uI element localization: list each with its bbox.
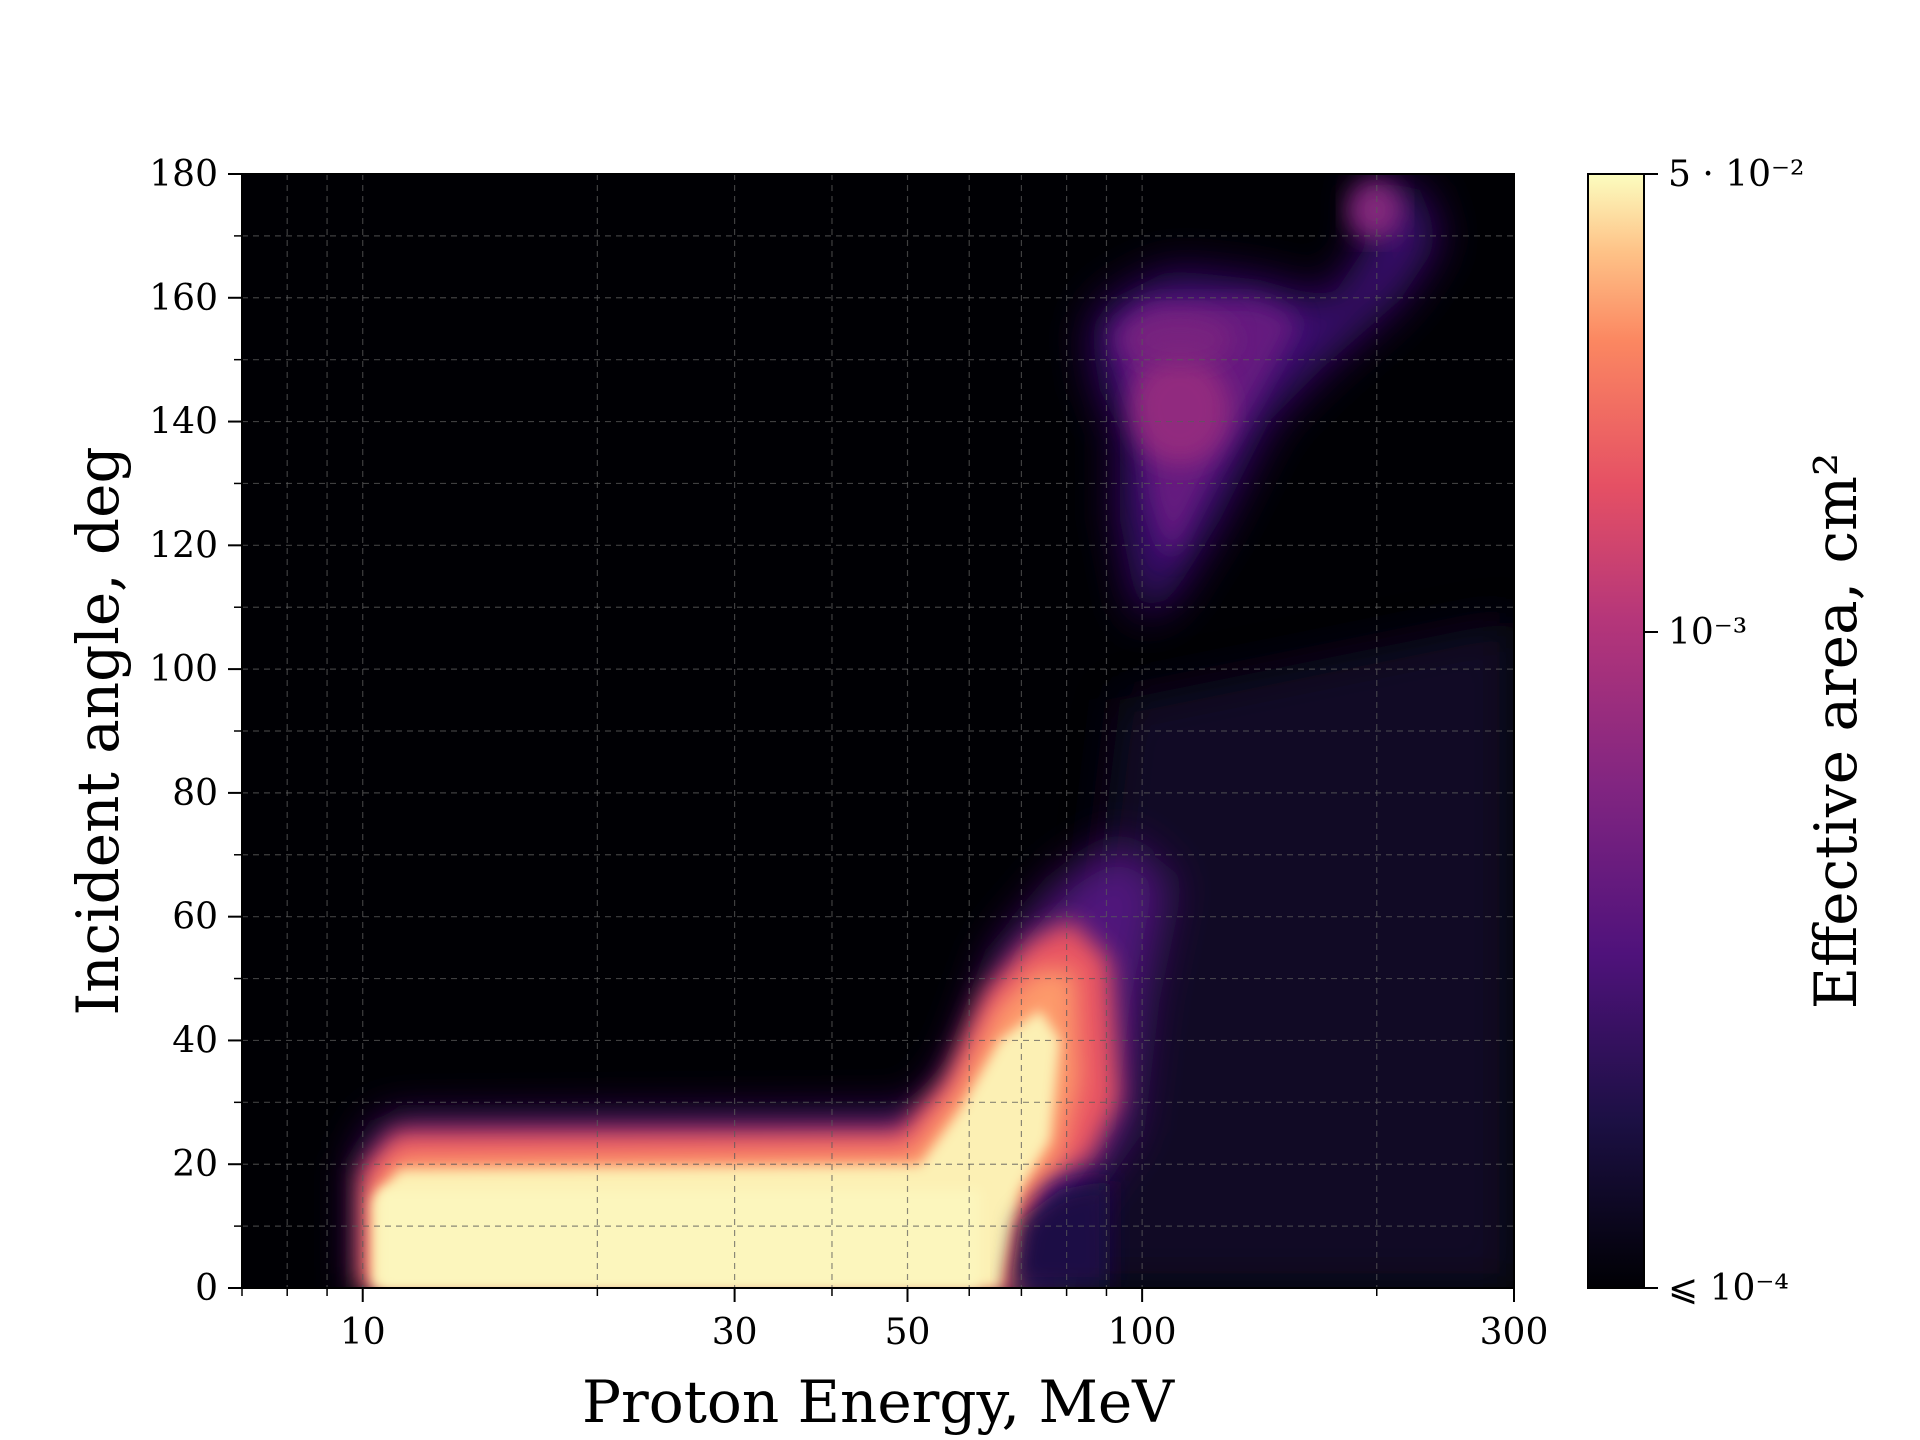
y-tick-label: 180 (149, 154, 218, 195)
y-tick-label: 100 (149, 649, 218, 690)
colorbar-tick-label: 10⁻³ (1668, 612, 1747, 653)
colorbar-tick-label: 5 · 10⁻² (1668, 154, 1804, 195)
x-tick-label: 10 (340, 1312, 386, 1353)
y-tick-label: 160 (149, 278, 218, 319)
y-tick-label: 140 (149, 402, 218, 443)
y-tick-label: 80 (172, 773, 218, 814)
colorbar-tick-label: ⩽ 10⁻⁴ (1668, 1268, 1789, 1309)
y-tick-label: 20 (172, 1144, 218, 1185)
x-axis-label: Proton Energy, MeV (582, 1368, 1175, 1436)
x-tick-label: 100 (1108, 1312, 1177, 1353)
x-axis: 10 30 50 100 300 (241, 1288, 1549, 1353)
colorbar-ticks: 5 · 10⁻² 10⁻³ ⩽ 10⁻⁴ (1644, 154, 1804, 1309)
x-tick-label: 300 (1480, 1312, 1549, 1353)
x-tick-label: 50 (885, 1312, 931, 1353)
y-axis-label: Incident angle, deg (64, 446, 132, 1015)
x-tick-label: 30 (712, 1312, 758, 1353)
colorbar-label: Effective area, cm² (1802, 453, 1870, 1010)
grid-lines (242, 174, 1514, 1288)
y-tick-label: 60 (172, 897, 218, 938)
y-tick-label: 120 (149, 525, 218, 566)
y-tick-label: 0 (195, 1268, 218, 1309)
y-tick-label: 40 (172, 1020, 218, 1061)
y-axis: 0 20 40 60 80 100 120 140 160 180 (149, 154, 242, 1309)
heatmap-intensity (360, 180, 1514, 1288)
colorbar (1587, 173, 1645, 1289)
